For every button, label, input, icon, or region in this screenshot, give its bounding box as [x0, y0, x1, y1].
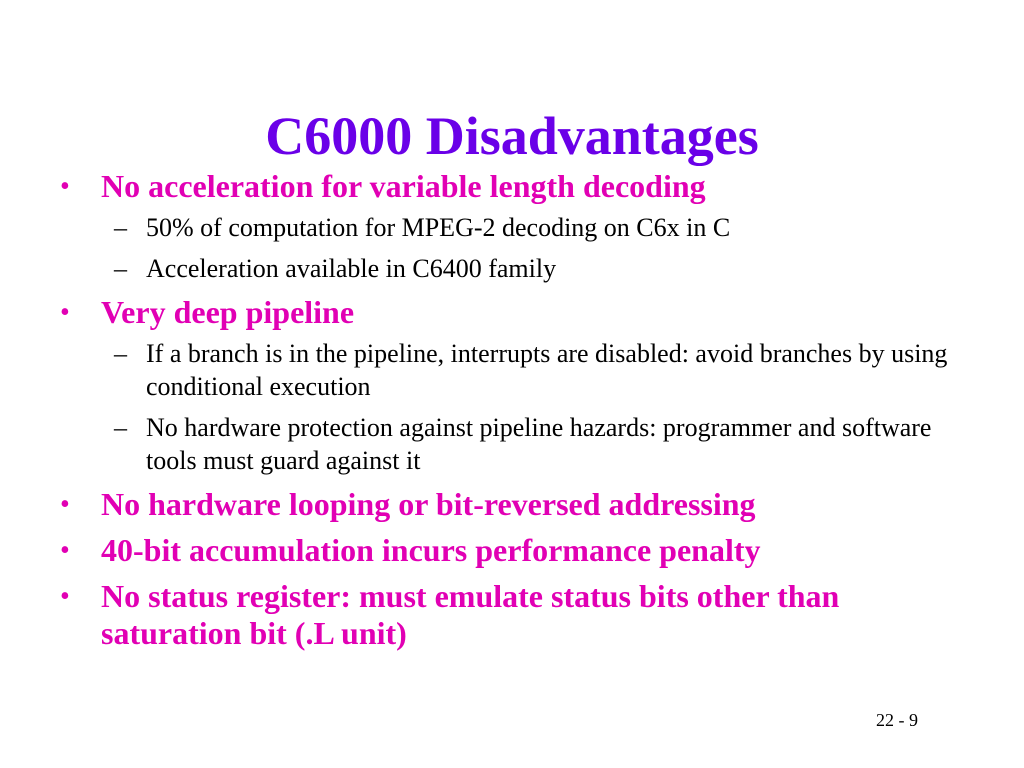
bullet-item: • No acceleration for variable length dec… [60, 168, 960, 285]
sub-bullet-text: No hardware protection against pipeline … [146, 413, 932, 475]
sub-bullet-item: – If a branch is in the pipeline, interru… [101, 337, 960, 403]
bullet-text: No hardware looping or bit-reversed addr… [101, 486, 756, 522]
bullet-marker: • [60, 535, 70, 566]
bullet-marker: • [60, 581, 70, 612]
sub-bullet-list: – If a branch is in the pipeline, interru… [101, 337, 960, 477]
bullet-text: No acceleration for variable length deco… [101, 168, 706, 204]
sub-bullet-item: – No hardware protection against pipeline… [101, 411, 960, 477]
bullet-item: • 40-bit accumulation incurs performance … [60, 532, 960, 569]
bullet-marker: • [60, 171, 70, 202]
sub-bullet-list: –50% of computation for MPEG-2 decoding … [101, 211, 960, 285]
bullet-text: Very deep pipeline [101, 294, 355, 330]
sub-bullet-marker: – [114, 339, 127, 368]
slide-title: C6000 Disadvantages [265, 106, 759, 167]
bullet-item: • No hardware looping or bit-reversed add… [60, 486, 960, 523]
sub-bullet-text: If a branch is in the pipeline, interrup… [146, 339, 948, 401]
sub-bullet-text: Acceleration available in C6400 family [146, 254, 557, 283]
sub-bullet-marker: – [114, 254, 127, 283]
sub-bullet-marker: – [114, 213, 127, 242]
bullet-marker: • [60, 297, 70, 328]
bullet-item: • Very deep pipeline – If a branch is in th… [60, 294, 960, 477]
sub-bullet-item: – Acceleration available in C6400 family [101, 252, 960, 285]
sub-bullet-text: 50% of computation for MPEG-2 decoding o… [146, 213, 731, 242]
bullet-text: 40-bit accumulation incurs performance p… [101, 532, 761, 568]
slide-number: 22 - 9 [876, 710, 918, 730]
sub-bullet-item: –50% of computation for MPEG-2 decoding … [101, 211, 960, 244]
bullet-text: No status register: must emulate status … [101, 578, 840, 651]
bullet-marker: • [60, 489, 70, 520]
sub-bullet-marker: – [114, 413, 127, 442]
bullet-list: • No acceleration for variable length dec… [60, 168, 960, 652]
bullet-item: • No status register: must emulate status… [60, 578, 960, 652]
